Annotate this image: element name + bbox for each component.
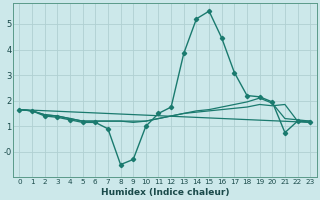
X-axis label: Humidex (Indice chaleur): Humidex (Indice chaleur) [100, 188, 229, 197]
